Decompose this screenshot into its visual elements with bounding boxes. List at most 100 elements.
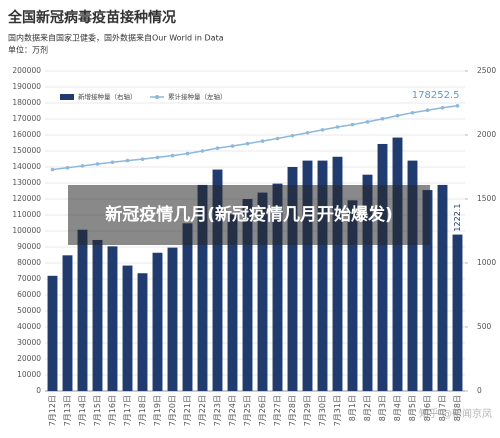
legend-swatch	[155, 95, 159, 99]
bar	[407, 160, 418, 391]
line-point	[80, 164, 85, 168]
bar	[122, 265, 133, 391]
x-tick-label: 7月27日	[273, 395, 282, 426]
x-tick-label: 7月26日	[258, 395, 267, 426]
bar	[137, 273, 148, 391]
chart-title: 全国新冠病毒疫苗接种情况	[7, 9, 176, 26]
y-tick-label: 140000	[12, 162, 41, 171]
y-tick-label: 20000	[17, 354, 41, 363]
y-tick-label: 120000	[12, 194, 41, 203]
bar	[152, 252, 163, 391]
y-tick-label: 0	[36, 386, 41, 395]
overlay-band	[68, 185, 430, 245]
x-tick-label: 8月4日	[393, 395, 402, 421]
y-tick-label: 80000	[17, 258, 41, 267]
x-tick-label: 8月5日	[408, 395, 417, 421]
unit-label: 单位：万剂	[8, 45, 48, 55]
y2-tick-label: 500	[477, 322, 492, 331]
bar	[272, 183, 283, 391]
line-point	[140, 157, 145, 161]
y-tick-label: 160000	[12, 130, 41, 139]
bar	[47, 275, 58, 391]
line-point	[455, 103, 460, 108]
line-point	[185, 151, 190, 156]
line-point	[275, 136, 280, 141]
x-tick-label: 7月31日	[333, 395, 342, 426]
y-tick-label: 60000	[17, 290, 41, 299]
bar	[332, 156, 343, 391]
x-tick-label: 7月30日	[318, 395, 327, 426]
bar	[62, 255, 73, 391]
line-point	[410, 110, 415, 115]
x-tick-label: 7月14日	[78, 395, 87, 426]
line-point	[230, 144, 235, 148]
x-tick-label: 7月22日	[198, 395, 207, 426]
bar	[77, 229, 88, 391]
line-point	[320, 128, 325, 132]
bar	[422, 190, 433, 391]
line-point	[395, 113, 400, 118]
x-tick-label: 8月3日	[378, 395, 387, 421]
bar	[212, 169, 223, 391]
x-tick-label: 8月1日	[348, 395, 357, 421]
y-tick-label: 110000	[12, 210, 41, 219]
x-tick-label: 8月2日	[363, 395, 372, 421]
line-point	[305, 130, 310, 135]
line-point	[50, 167, 55, 172]
y-tick-label: 90000	[17, 242, 41, 251]
legend-label: 累计接种量（左轴）	[168, 92, 227, 101]
x-tick-label: 7月28日	[288, 395, 297, 426]
bar	[302, 160, 313, 391]
y-tick-label: 180000	[12, 98, 41, 107]
bar	[287, 167, 298, 391]
x-tick-label: 8月8日	[453, 395, 462, 421]
data-label: 178252.5	[412, 90, 460, 101]
x-tick-label: 7月12日	[48, 395, 57, 426]
x-tick-label: 7月17日	[123, 395, 132, 426]
bar	[317, 160, 328, 391]
line-point	[365, 120, 370, 124]
line-point	[200, 149, 205, 153]
bar	[92, 239, 103, 391]
line-point	[65, 166, 70, 170]
bar	[167, 247, 178, 391]
overlay-box: 新冠疫情几月(新冠疫情几月开始爆发)	[105, 205, 393, 225]
line-point	[155, 155, 160, 160]
y2-tick-label: 1500	[477, 194, 496, 203]
y2-tick-label: 1000	[477, 258, 496, 267]
y2-tick-label: 2500	[477, 66, 496, 75]
line-point	[440, 106, 445, 110]
bar	[362, 174, 373, 391]
chart-subtitle: 国内数据来自国家卫健委，国外数据来自Our World in Data	[8, 33, 224, 43]
bar	[452, 234, 463, 391]
line-point	[170, 153, 175, 158]
bar	[257, 192, 268, 391]
x-tick-label: 7月16日	[108, 395, 117, 426]
line-point	[425, 108, 430, 112]
y-tick-label: 200000	[12, 66, 41, 75]
x-tick-label: 7月23日	[213, 395, 222, 426]
x-tick-label: 7月24日	[228, 395, 237, 426]
bar	[377, 143, 388, 391]
y-tick-label: 100000	[12, 226, 41, 235]
x-tick-label: 7月29日	[303, 395, 312, 426]
y-tick-label: 30000	[17, 338, 41, 347]
overlay-text: 新冠疫情几月(新冠疫情几月开始爆发)	[105, 205, 393, 225]
bar	[197, 184, 208, 391]
line-point	[245, 141, 250, 146]
y-tick-label: 150000	[12, 146, 41, 155]
bar	[242, 199, 253, 391]
x-tick-label: 7月19日	[153, 395, 162, 426]
x-tick-label: 7月25日	[243, 395, 252, 426]
y-tick-label: 190000	[12, 82, 41, 91]
legend-label: 新增接种量（右轴）	[78, 92, 137, 101]
bar	[437, 184, 448, 391]
y2-tick-label: 2000	[477, 130, 496, 139]
bar	[182, 223, 193, 391]
bar	[107, 246, 118, 391]
y-tick-label: 70000	[17, 274, 41, 283]
line-point	[380, 117, 385, 121]
bar	[227, 214, 238, 391]
x-tick-label: 7月13日	[63, 395, 72, 426]
